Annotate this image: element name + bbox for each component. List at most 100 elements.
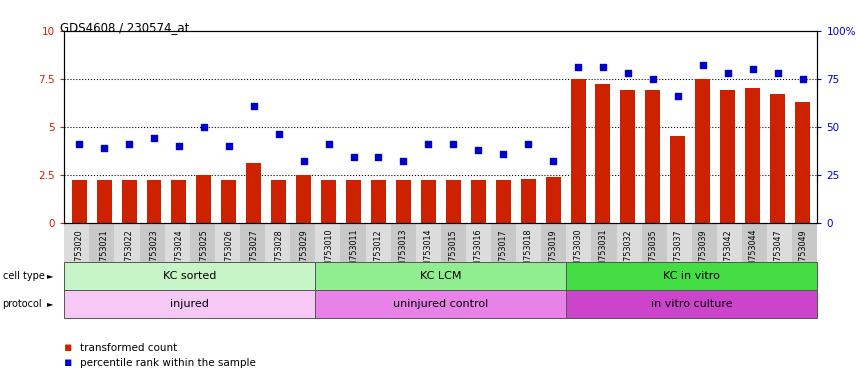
Bar bbox=[567, 290, 817, 318]
Point bbox=[770, 70, 784, 76]
Point bbox=[621, 70, 635, 76]
Bar bbox=[767, 223, 793, 298]
Text: KC sorted: KC sorted bbox=[163, 271, 217, 281]
Bar bbox=[217, 31, 241, 223]
Point bbox=[297, 158, 311, 164]
Bar bbox=[290, 223, 315, 298]
Bar bbox=[616, 223, 642, 298]
Bar bbox=[665, 31, 690, 223]
Bar bbox=[72, 180, 86, 223]
Point bbox=[272, 131, 286, 137]
Bar bbox=[196, 175, 211, 223]
Point bbox=[98, 145, 111, 151]
Text: uninjured control: uninjured control bbox=[393, 299, 489, 309]
Bar bbox=[642, 223, 667, 298]
Bar bbox=[441, 31, 466, 223]
Point bbox=[172, 143, 186, 149]
Bar bbox=[591, 223, 616, 298]
Bar bbox=[591, 31, 615, 223]
Bar bbox=[541, 223, 567, 298]
Bar bbox=[391, 31, 416, 223]
Text: KC LCM: KC LCM bbox=[420, 271, 461, 281]
Text: ▪: ▪ bbox=[64, 356, 73, 369]
Bar bbox=[222, 180, 236, 223]
Bar bbox=[315, 290, 567, 318]
Bar bbox=[520, 179, 536, 223]
Bar bbox=[516, 223, 541, 298]
Bar bbox=[315, 223, 341, 298]
Bar bbox=[64, 262, 315, 290]
Point bbox=[447, 141, 461, 147]
Bar bbox=[717, 223, 742, 298]
Bar bbox=[667, 223, 692, 298]
Bar bbox=[115, 223, 140, 298]
Bar bbox=[441, 223, 466, 298]
Point bbox=[222, 143, 235, 149]
Bar bbox=[321, 180, 336, 223]
Text: in vitro culture: in vitro culture bbox=[651, 299, 733, 309]
Bar bbox=[566, 31, 591, 223]
Text: transformed count: transformed count bbox=[80, 343, 177, 353]
Bar bbox=[67, 31, 92, 223]
Bar bbox=[146, 180, 162, 223]
Text: cell type: cell type bbox=[3, 271, 45, 281]
Point bbox=[122, 141, 136, 147]
Point bbox=[197, 124, 211, 130]
Bar bbox=[271, 180, 286, 223]
Bar bbox=[64, 223, 89, 298]
Bar bbox=[315, 262, 567, 290]
Bar bbox=[567, 262, 817, 290]
Point bbox=[472, 147, 485, 153]
Bar bbox=[567, 223, 591, 298]
Bar bbox=[615, 31, 640, 223]
Bar bbox=[64, 290, 315, 318]
Point bbox=[721, 70, 734, 76]
Bar bbox=[241, 31, 266, 223]
Bar bbox=[341, 223, 366, 298]
Text: injured: injured bbox=[170, 299, 209, 309]
Bar bbox=[140, 223, 164, 298]
Bar bbox=[122, 180, 137, 223]
Point bbox=[322, 141, 336, 147]
Point bbox=[646, 76, 660, 82]
Bar bbox=[316, 31, 341, 223]
Bar bbox=[491, 223, 516, 298]
Bar bbox=[740, 31, 765, 223]
Bar bbox=[621, 90, 635, 223]
Bar bbox=[596, 84, 610, 223]
Bar bbox=[421, 180, 436, 223]
Point bbox=[421, 141, 435, 147]
Bar bbox=[247, 163, 261, 223]
Point bbox=[347, 154, 360, 161]
Bar bbox=[490, 31, 515, 223]
Bar bbox=[541, 31, 566, 223]
Bar bbox=[366, 31, 391, 223]
Bar bbox=[390, 223, 416, 298]
Point bbox=[247, 103, 260, 109]
Text: percentile rank within the sample: percentile rank within the sample bbox=[80, 358, 255, 368]
Bar bbox=[116, 31, 141, 223]
Bar bbox=[496, 180, 511, 223]
Bar bbox=[471, 180, 485, 223]
Bar bbox=[670, 136, 686, 223]
Point bbox=[546, 158, 560, 164]
Bar bbox=[92, 31, 116, 223]
Bar bbox=[296, 175, 311, 223]
Bar bbox=[446, 180, 461, 223]
Text: ►: ► bbox=[47, 271, 54, 280]
Bar bbox=[171, 180, 187, 223]
Bar bbox=[266, 31, 291, 223]
Bar bbox=[97, 180, 111, 223]
Bar bbox=[416, 31, 441, 223]
Bar bbox=[89, 223, 115, 298]
Bar bbox=[745, 88, 760, 223]
Point bbox=[746, 66, 759, 72]
Bar bbox=[770, 94, 785, 223]
Bar bbox=[793, 223, 817, 298]
Point bbox=[372, 154, 385, 161]
Bar bbox=[720, 90, 735, 223]
Bar bbox=[371, 180, 386, 223]
Bar bbox=[765, 31, 790, 223]
Bar bbox=[190, 223, 215, 298]
Bar bbox=[240, 223, 265, 298]
